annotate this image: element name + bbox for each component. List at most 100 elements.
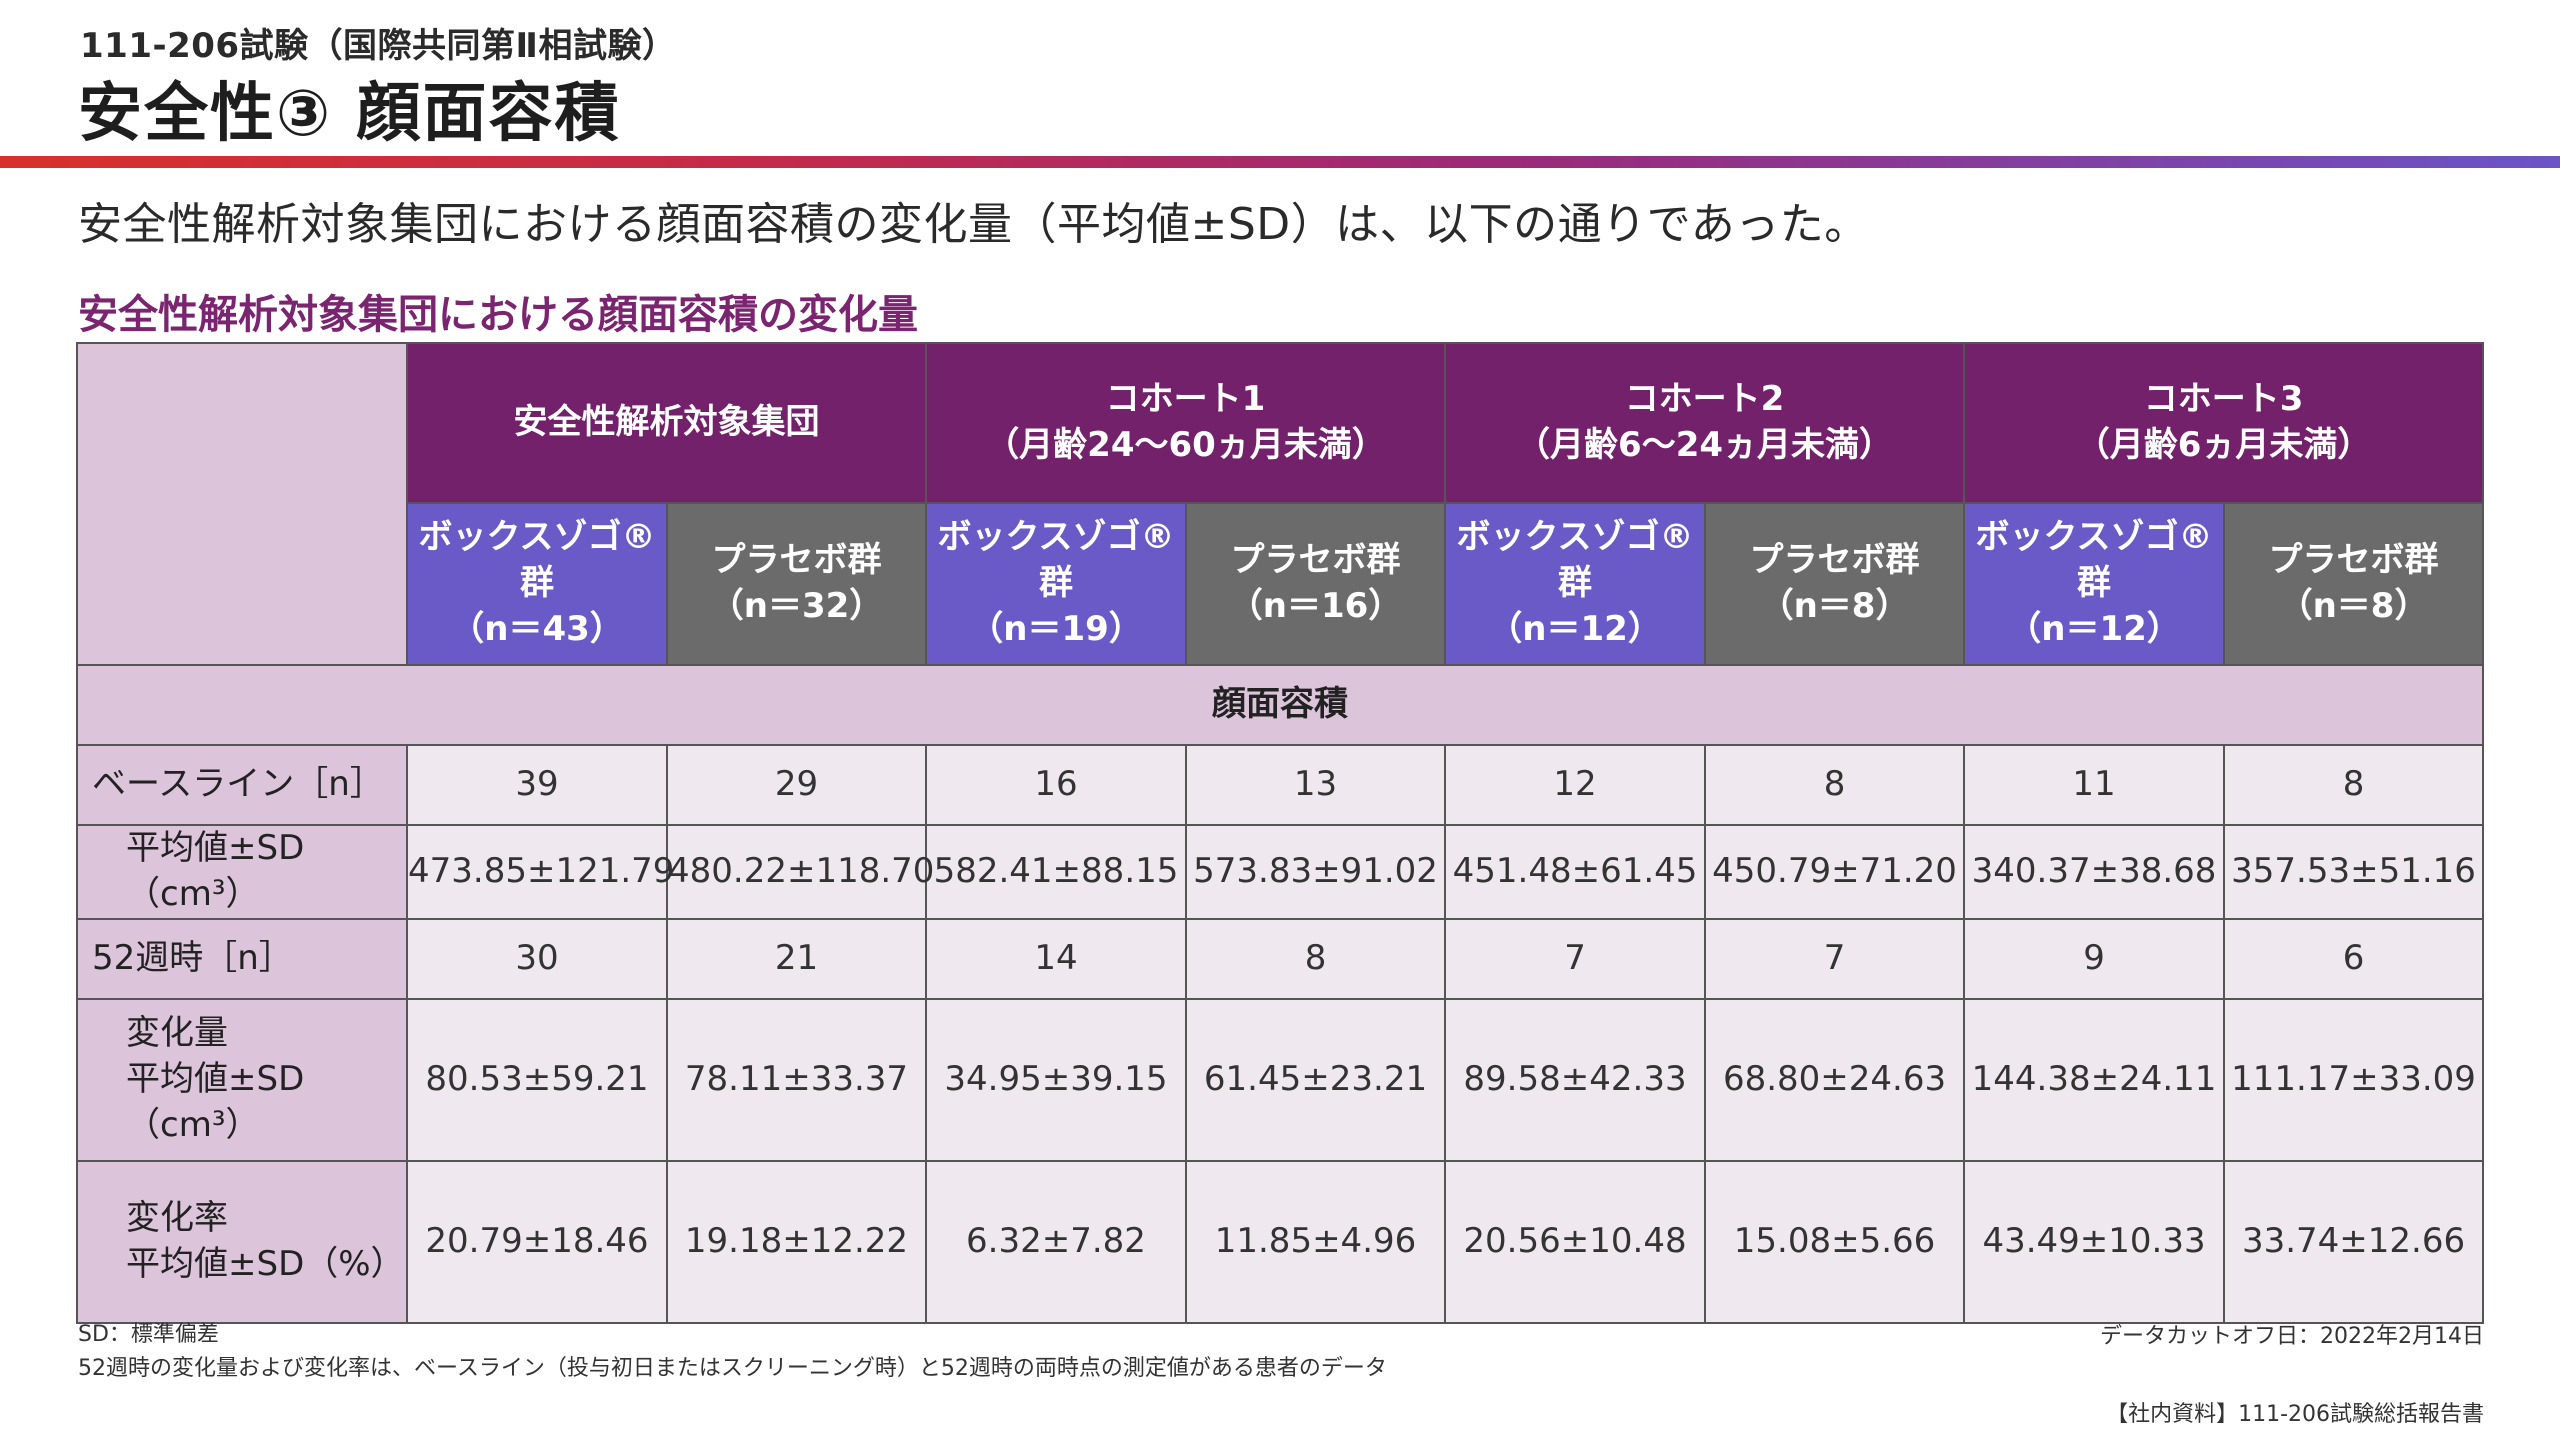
table-cell: 30: [406, 917, 668, 1000]
section-row: 顔面容積: [75, 664, 2485, 746]
table-cell: 8: [1184, 917, 1447, 1000]
arm-header-placebo: プラセボ群 （n＝32）: [666, 502, 927, 666]
group-subtitle: （月齢6ヵ月未満）: [2075, 425, 2372, 465]
row-label-line: 平均値±SD（cm³）: [126, 1058, 305, 1145]
table-cell: 7: [1444, 917, 1707, 1000]
arm-name: プラセボ群: [711, 540, 882, 581]
lead-text: 安全性解析対象集団における顔面容積の変化量（平均値±SD）は、以下の通りであった…: [78, 199, 1869, 250]
arm-name: プラセボ群: [1230, 540, 1401, 581]
footnotes: SD：標準偏差 52週時の変化量および変化率は、ベースライン（投与初日またはスク…: [78, 1318, 1387, 1386]
table-cell: 21: [666, 917, 927, 1000]
arm-n: （n＝8）: [2278, 586, 2429, 626]
arm-header-voxzogo: ボックスゾゴ®群 （n＝12）: [1444, 502, 1707, 666]
page-title: 安全性③ 顔面容積: [78, 77, 621, 151]
arm-n: （n＝43）: [450, 608, 624, 649]
table-cell: 29: [666, 744, 927, 826]
table-caption: 安全性解析対象集団における顔面容積の変化量: [78, 292, 918, 338]
group-title: コホート3: [2143, 379, 2304, 420]
table-cell: 68.80±24.63: [1704, 997, 1966, 1162]
group-header-safety-population: 安全性解析対象集団: [406, 342, 927, 504]
facial-volume-table: 安全性解析対象集団 コホート1 （月齢24〜60ヵ月未満） コホート2 （月齢6…: [75, 342, 2485, 1324]
table-cell: 89.58±42.33: [1444, 997, 1707, 1162]
header-blank-cell: [76, 342, 408, 666]
table-cell: 80.53±59.21: [406, 997, 668, 1162]
arm-name: プラセボ群: [2268, 540, 2439, 581]
table-cell: 573.83±91.02: [1184, 824, 1447, 920]
table-cell: 7: [1704, 917, 1966, 1000]
table-cell: 451.48±61.45: [1444, 824, 1707, 920]
table-cell: 19.18±12.22: [666, 1159, 927, 1324]
arm-n: （n＝8）: [1759, 586, 1910, 626]
arm-header-placebo: プラセボ群 （n＝8）: [2223, 502, 2485, 666]
source-reference: 【社内資料】111-206試験総括報告書: [2106, 1402, 2484, 1427]
arm-header-voxzogo: ボックスゾゴ®群 （n＝43）: [406, 502, 668, 666]
table-cell: 144.38±24.11: [1963, 997, 2226, 1162]
table-cell: 16: [925, 744, 1187, 826]
group-title: 安全性解析対象集団: [513, 402, 820, 443]
table-row: 平均値±SD（cm³） 473.85±121.79 480.22±118.70 …: [76, 824, 2485, 920]
group-title: コホート2: [1624, 379, 1785, 420]
title-divider: [0, 156, 2560, 168]
table-cell: 473.85±121.79: [406, 824, 674, 920]
arm-n: （n＝12）: [1488, 608, 1662, 649]
table-row: ベースライン［n］ 39 29 16 13 12 8 11 8: [76, 744, 2485, 826]
row-label-line: 変化量: [126, 1012, 228, 1053]
arm-name: ボックスゾゴ®群: [1975, 517, 2213, 604]
table-cell: 20.56±10.48: [1444, 1159, 1707, 1324]
table-cell: 78.11±33.37: [666, 997, 927, 1162]
table-cell: 20.79±18.46: [406, 1159, 668, 1324]
table-cell: 8: [2223, 744, 2485, 826]
table-cell: 34.95±39.15: [925, 997, 1187, 1162]
arm-name: プラセボ群: [1749, 540, 1920, 581]
arm-n: （n＝32）: [709, 586, 884, 626]
row-label: 変化量 平均値±SD（cm³）: [76, 997, 408, 1162]
table-cell: 340.37±38.68: [1963, 824, 2226, 920]
table-cell: 357.53±51.16: [2223, 824, 2485, 920]
footnote-sd: SD：標準偏差: [78, 1322, 219, 1347]
group-subtitle: （月齢24〜60ヵ月未満）: [985, 425, 1386, 465]
table-cell: 6.32±7.82: [925, 1159, 1187, 1324]
table-cell: 9: [1963, 917, 2226, 1000]
table-row: 変化率 平均値±SD（%） 20.79±18.46 19.18±12.22 6.…: [76, 1159, 2485, 1324]
arm-header-voxzogo: ボックスゾゴ®群 （n＝12）: [1963, 502, 2226, 666]
table-cell: 11: [1963, 744, 2226, 826]
table-row: 変化量 平均値±SD（cm³） 80.53±59.21 78.11±33.37 …: [76, 997, 2485, 1162]
arm-header-placebo: プラセボ群 （n＝16）: [1184, 502, 1447, 666]
arm-header-placebo: プラセボ群 （n＝8）: [1704, 502, 1966, 666]
table-cell: 450.79±71.20: [1704, 824, 1966, 920]
table-cell: 11.85±4.96: [1184, 1159, 1447, 1324]
table-cell: 33.74±12.66: [2223, 1159, 2485, 1324]
arm-header-row: ボックスゾゴ®群 （n＝43） プラセボ群 （n＝32） ボックスゾゴ®群 （n＝19…: [77, 502, 2485, 666]
table-cell: 111.17±33.09: [2223, 997, 2485, 1162]
arm-n: （n＝12）: [2007, 608, 2181, 649]
group-title: コホート1: [1105, 379, 1266, 420]
table-cell: 6: [2223, 917, 2485, 1000]
table-row: 52週時［n］ 30 21 14 8 7 7 9 6: [76, 917, 2485, 1000]
table-cell: 39: [406, 744, 668, 826]
table-cell: 8: [1704, 744, 1966, 826]
group-header-cohort3: コホート3 （月齢6ヵ月未満）: [1963, 342, 2485, 504]
row-label: ベースライン［n］: [76, 744, 408, 826]
arm-name: ボックスゾゴ®群: [1456, 517, 1694, 604]
section-label: 顔面容積: [75, 664, 2485, 746]
footnote-note: 52週時の変化量および変化率は、ベースライン（投与初日またはスクリーニング時）と…: [78, 1356, 1387, 1382]
row-label-line: 変化率: [126, 1197, 228, 1238]
arm-name: ボックスゾゴ®群: [937, 517, 1175, 604]
table-cell: 12: [1444, 744, 1707, 826]
table-cell: 13: [1184, 744, 1447, 826]
group-subtitle: （月齢6〜24ヵ月未満）: [1516, 425, 1894, 465]
group-header-cohort1: コホート1 （月齢24〜60ヵ月未満）: [924, 342, 1447, 504]
row-label-line: 平均値±SD（%）: [126, 1243, 405, 1284]
table-cell: 480.22±118.70: [666, 824, 934, 920]
arm-n: （n＝16）: [1228, 586, 1403, 626]
row-label: 平均値±SD（cm³）: [76, 824, 408, 920]
table-cell: 15.08±5.66: [1704, 1159, 1966, 1324]
table-cell: 582.41±88.15: [925, 824, 1187, 920]
data-cutoff: データカットオフ日：2022年2月14日: [2100, 1324, 2484, 1349]
table-cell: 14: [925, 917, 1187, 1000]
row-label: 変化率 平均値±SD（%）: [76, 1159, 408, 1324]
group-header-cohort2: コホート2 （月齢6〜24ヵ月未満）: [1444, 342, 1966, 504]
group-header-row: 安全性解析対象集団 コホート1 （月齢24〜60ヵ月未満） コホート2 （月齢6…: [76, 342, 2485, 666]
table-cell: 61.45±23.21: [1184, 997, 1447, 1162]
arm-header-voxzogo: ボックスゾゴ®群 （n＝19）: [925, 502, 1187, 666]
